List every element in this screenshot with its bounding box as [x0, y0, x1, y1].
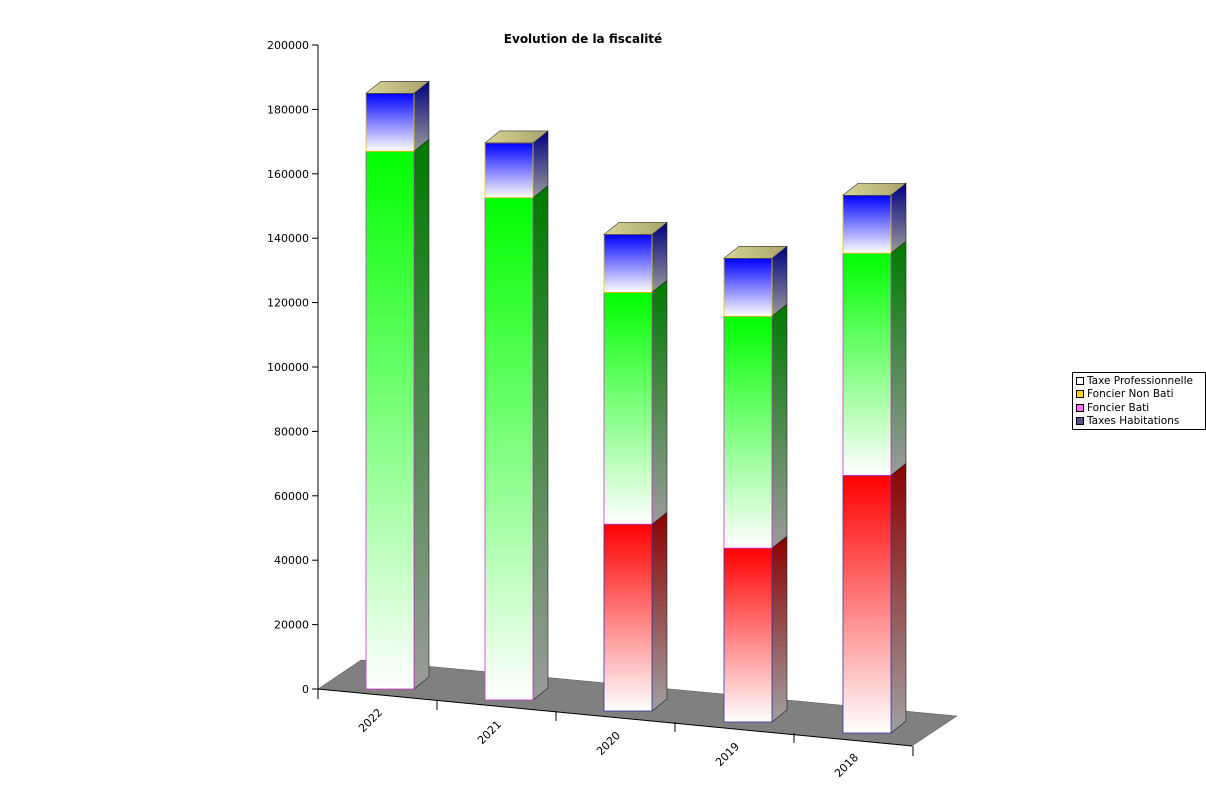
legend-item: Foncier Non Bati — [1076, 388, 1205, 402]
y-tick-label: 20000 — [274, 619, 309, 632]
y-tick-label: 180000 — [267, 103, 309, 116]
x-tick-label: 2018 — [832, 751, 861, 780]
bar-segment — [484, 142, 534, 199]
bar-side — [651, 279, 668, 525]
bar-side — [413, 138, 430, 690]
bar-segment — [842, 474, 892, 734]
bar-segment — [723, 257, 773, 317]
bar-top — [365, 81, 430, 94]
bar-segment — [603, 234, 653, 293]
bar-segment — [723, 315, 773, 549]
chart-title: Evolution de la fiscalité — [504, 32, 662, 46]
bar-side — [771, 535, 788, 723]
legend: Taxe Professionnelle Foncier Non Bati Fo… — [1072, 372, 1206, 430]
x-tick-label: 2021 — [475, 718, 504, 747]
bar-segment — [484, 197, 534, 701]
legend-label: Taxes Habitations — [1087, 415, 1180, 428]
bar-stack — [842, 182, 907, 734]
y-tick-label: 200000 — [267, 39, 309, 52]
bar-side — [890, 240, 907, 477]
bar-side — [771, 303, 788, 549]
bar-side — [532, 185, 549, 701]
bar-segment — [603, 291, 653, 525]
bar-side — [890, 462, 907, 734]
y-tick-label: 0 — [302, 683, 309, 696]
legend-label: Taxe Professionnelle — [1087, 374, 1193, 387]
bar-segment — [842, 194, 892, 254]
legend-label: Foncier Bati — [1087, 401, 1150, 414]
y-tick-label: 160000 — [267, 168, 309, 181]
bar-top — [603, 222, 668, 235]
legend-item: Taxes Habitations — [1076, 415, 1205, 429]
x-tick-label: 2019 — [713, 740, 742, 769]
bar-segment — [365, 150, 415, 690]
bar-segment — [723, 547, 773, 723]
bar-top — [484, 130, 549, 144]
y-tick-label: 40000 — [274, 554, 309, 567]
bar-stack — [723, 245, 788, 723]
y-tick-label: 60000 — [274, 490, 309, 503]
x-axis-line — [317, 688, 913, 747]
bar-stack — [484, 130, 549, 701]
legend-swatch — [1076, 403, 1084, 412]
bar-stack — [365, 80, 430, 690]
y-tick-label: 80000 — [274, 425, 309, 438]
bar-top — [842, 182, 907, 196]
legend-item: Foncier Bati — [1076, 401, 1205, 415]
bar-stack — [603, 221, 668, 712]
bar-segment — [365, 92, 415, 152]
bar-side — [651, 511, 668, 712]
y-tick-label: 140000 — [267, 232, 309, 245]
legend-swatch — [1076, 390, 1084, 399]
legend-swatch — [1076, 376, 1084, 385]
x-tick-label: 2022 — [356, 706, 385, 735]
x-tick-label: 2020 — [594, 729, 623, 758]
bar-segment — [842, 252, 892, 476]
legend-item: Taxe Professionnelle — [1076, 374, 1205, 388]
bar-top — [723, 246, 788, 259]
bar-segment — [603, 523, 653, 712]
legend-swatch — [1076, 417, 1084, 426]
y-tick-label: 120000 — [267, 297, 309, 310]
y-tick-label: 100000 — [267, 361, 309, 374]
legend-label: Foncier Non Bati — [1087, 388, 1174, 401]
